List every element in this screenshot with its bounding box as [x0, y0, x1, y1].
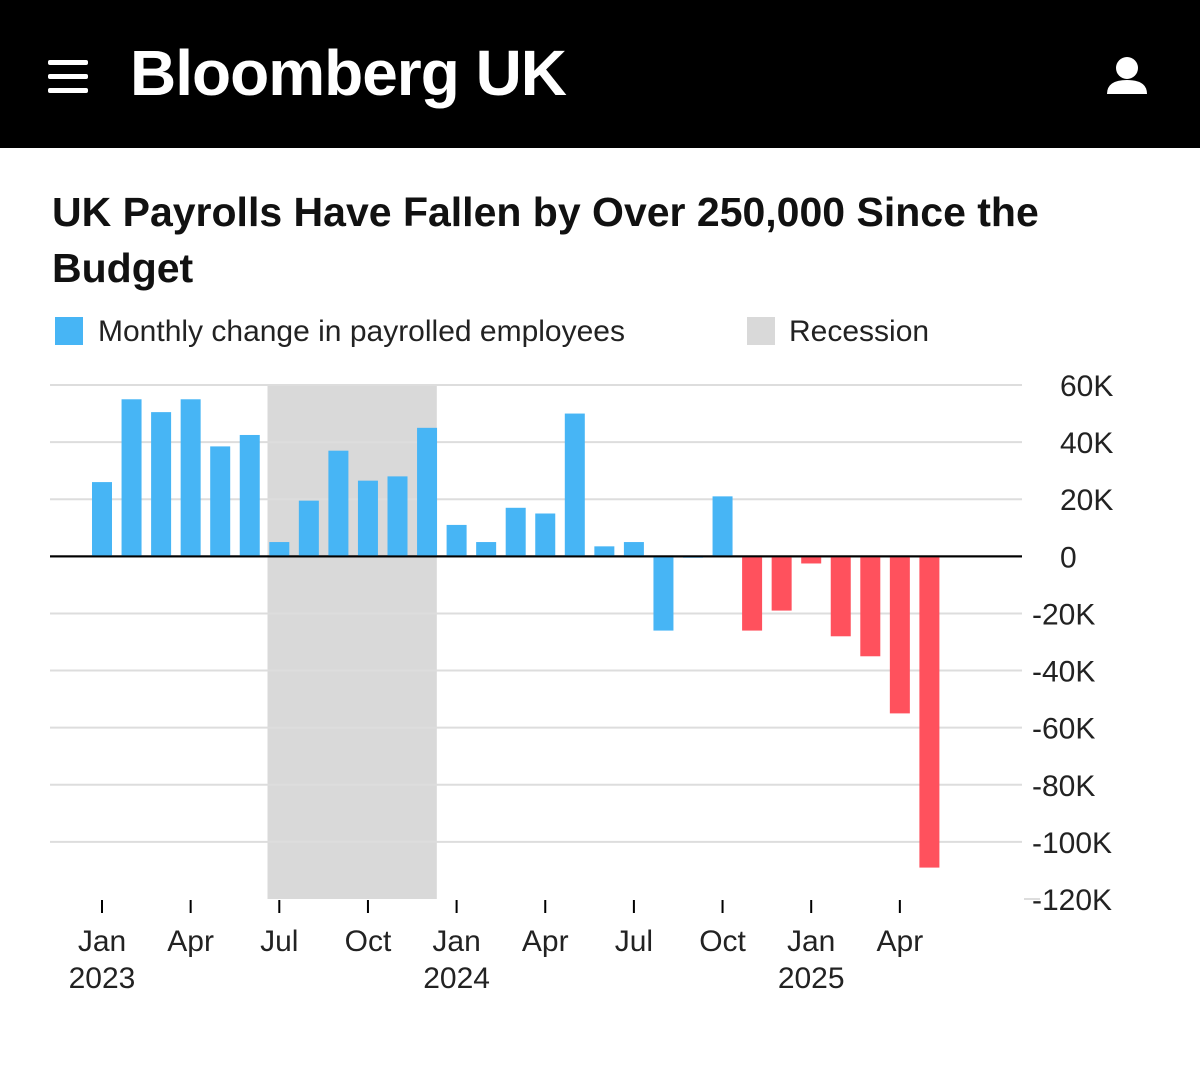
bar [623, 542, 644, 557]
x-tick-label: Apr [522, 925, 569, 958]
bar [92, 482, 112, 557]
bar [476, 542, 497, 557]
x-tick-label: Jul [615, 925, 653, 958]
bar [298, 500, 319, 557]
legend-label: Recession [789, 315, 929, 348]
y-tick-label: 20K [1060, 484, 1113, 517]
bar [889, 556, 910, 714]
x-tick-label: Oct [699, 925, 746, 958]
bar [387, 476, 408, 557]
x-tick-label: Jan [78, 925, 126, 958]
bar [860, 556, 881, 657]
x-tick-label: Jul [260, 925, 298, 958]
bar [564, 413, 585, 557]
y-tick-label: 0 [1060, 541, 1077, 574]
bar [239, 434, 260, 557]
x-tick-year: 2023 [69, 962, 136, 995]
bar [535, 513, 556, 557]
bar [357, 480, 378, 557]
bar [151, 412, 172, 557]
brand[interactable]: Bloomberg UK [130, 37, 567, 109]
header-icons [48, 57, 1147, 94]
bar [919, 556, 940, 868]
bar [446, 524, 467, 557]
account-button[interactable] [1107, 57, 1147, 94]
bar [328, 450, 349, 557]
app-header: Bloomberg UK [0, 0, 1200, 148]
legend-swatch [55, 317, 83, 345]
y-tick-label: -100K [1032, 827, 1112, 860]
chart-title: UK Payrolls Have Fallen by Over 250,000 … [52, 189, 1039, 291]
legend-label: Monthly change in payrolled employees [98, 315, 625, 348]
y-tick-label: -80K [1032, 770, 1095, 803]
bar [269, 542, 290, 557]
x-tick-label: Apr [167, 925, 214, 958]
y-tick-label: 60K [1060, 370, 1113, 403]
x-tick-label: Oct [345, 925, 392, 958]
bar [830, 556, 851, 637]
bar [801, 556, 822, 564]
bar [653, 556, 674, 631]
x-tick-label: Jan [432, 925, 480, 958]
x-tick-label: Apr [877, 925, 924, 958]
bar [210, 446, 231, 557]
menu-button[interactable] [48, 60, 88, 93]
recession-band [267, 385, 437, 899]
x-tick-year: 2025 [778, 962, 845, 995]
y-tick-label: -60K [1032, 713, 1095, 746]
legend-swatch [747, 317, 775, 345]
bar [180, 399, 201, 557]
bar [121, 399, 142, 557]
bar [712, 496, 733, 557]
bar [742, 556, 763, 631]
y-tick-label: -120K [1032, 884, 1112, 917]
x-tick-label: Jan [787, 925, 835, 958]
x-tick-year: 2024 [423, 962, 490, 995]
bar [505, 507, 526, 557]
bar [594, 546, 615, 557]
y-tick-label: 40K [1060, 427, 1113, 460]
y-tick-label: -20K [1032, 598, 1095, 631]
bar [417, 427, 438, 557]
y-tick-label: -40K [1032, 656, 1095, 689]
bar [771, 556, 792, 611]
